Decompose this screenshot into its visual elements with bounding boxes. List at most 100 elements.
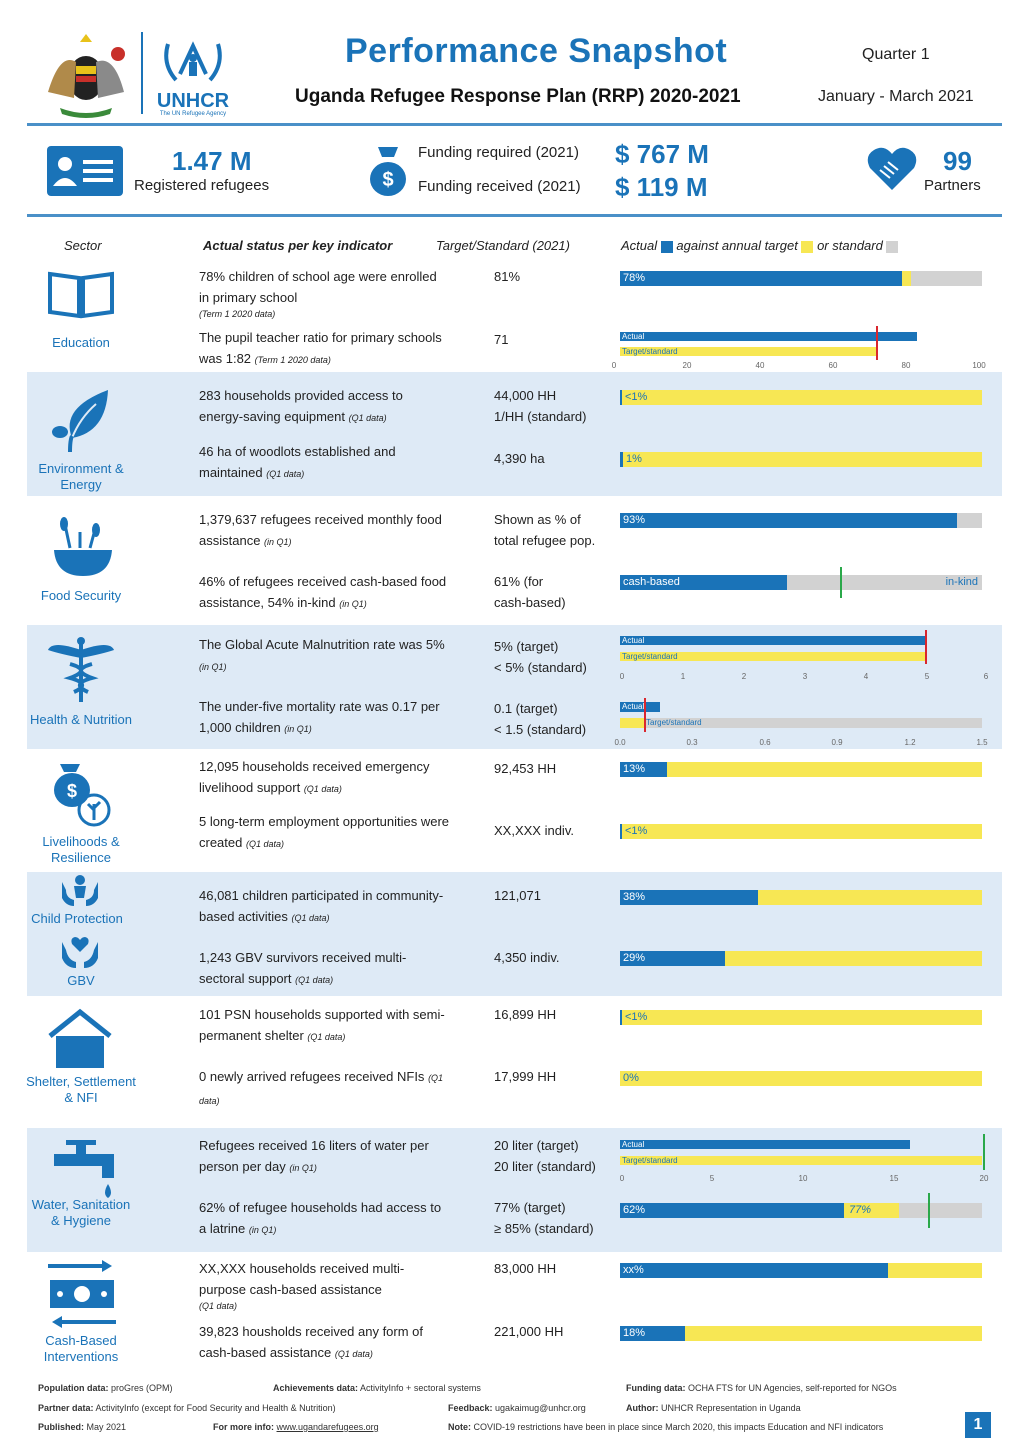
indicator-note: (Term 1 2020 data) — [254, 355, 331, 365]
bar-target — [620, 347, 878, 356]
footer-value: UNHCR Representation in Uganda — [661, 1403, 801, 1413]
indicator-note: (Q1 data) — [295, 975, 334, 985]
money-plant-icon: $ — [50, 760, 112, 828]
indicator-note: (in Q1) — [289, 1163, 317, 1173]
indicator-cash1: XX,XXX households received multi-purpose… — [199, 1258, 449, 1312]
footer-value: ActivityInfo (except for Food Security a… — [95, 1403, 336, 1413]
sector-gbv: GBV — [67, 973, 95, 988]
page-title: Performance Snapshot — [345, 32, 728, 70]
indicator-note: (Q1 data) — [246, 839, 285, 849]
target-label: Target/standard — [622, 1156, 678, 1165]
target-label: Target/standard — [646, 718, 702, 727]
indicator-food1: 1,379,637 refugees received monthly food… — [199, 509, 449, 553]
refugees-value: 1.47 M — [172, 146, 252, 176]
sector-food: Food Security — [40, 588, 122, 603]
bar-label: <1% — [625, 1011, 648, 1023]
indicator-text: 46 ha of woodlots established and mainta… — [199, 444, 396, 480]
indicator-text: 283 households provided access to energy… — [199, 388, 403, 424]
partners-value: 99 — [943, 146, 972, 176]
caduceus-icon — [46, 636, 116, 706]
bar-fill-actual — [620, 513, 957, 528]
target-label: Target/standard — [622, 347, 678, 356]
target-liv1: 92,453 HH — [494, 761, 557, 776]
sector-cash: Cash-Based Interventions — [43, 1333, 119, 1364]
indicator-text: 39,823 housholds received any form of ca… — [199, 1324, 424, 1360]
standard-marker — [928, 1193, 930, 1228]
bar-fill-actual — [620, 824, 622, 839]
legend-standard-label: or standard — [817, 238, 883, 253]
axis-tick: 1 — [680, 672, 686, 681]
target-line1: 20 liter (target) — [494, 1138, 579, 1153]
svg-text:$: $ — [382, 169, 393, 191]
bar-fill-actual — [620, 452, 623, 467]
bar-fill-actual — [620, 1203, 845, 1218]
target-cash1: 83,000 HH — [494, 1261, 557, 1276]
inkind-label: in-kind — [945, 576, 978, 588]
target-marker — [876, 326, 878, 360]
indicator-edu2: The pupil teacher ratio for primary scho… — [199, 327, 449, 371]
book-icon — [46, 268, 116, 320]
target-line2: cash-based) — [494, 595, 566, 610]
more-info-link[interactable]: www.ugandarefugees.org — [276, 1422, 379, 1432]
indicator-note: (Q1 data) — [291, 913, 330, 923]
axis-tick: 0 — [619, 1174, 625, 1183]
header-rule — [27, 123, 1002, 126]
target-marker — [644, 698, 646, 732]
target-health2: 0.1 (target) < 1.5 (standard) — [494, 698, 614, 740]
target-sh2: 17,999 HH — [494, 1069, 557, 1084]
indicator-text: 78% children of school age were enrolled… — [199, 269, 437, 305]
actual-label: Actual — [622, 332, 645, 341]
bar-actual — [620, 702, 660, 712]
legend-target-swatch — [801, 240, 814, 253]
axis-tick: 20 — [979, 1174, 989, 1183]
axis-tick: 5 — [924, 672, 930, 681]
footer-partner: Partner data: ActivityInfo (except for F… — [38, 1403, 336, 1413]
cash-transfer-icon — [46, 1258, 118, 1330]
bar-cp1: 38% — [620, 890, 982, 905]
bar-edu1: 78% — [620, 271, 982, 286]
axis-tick: 1.2 — [904, 738, 916, 747]
footer-value: OCHA FTS for UN Agencies, self-reported … — [688, 1383, 897, 1393]
bar-fill-actual — [620, 951, 725, 966]
unhcr-wordmark: UNHCR — [156, 90, 230, 112]
feedback-email[interactable]: ugakaimug@unhcr.org — [495, 1403, 586, 1413]
target-bar-label: 77% — [849, 1204, 872, 1216]
target-line1: 77% (target) — [494, 1200, 566, 1215]
footer-label: Feedback: — [448, 1403, 493, 1413]
target-marker — [925, 630, 927, 664]
bar-sh2: 0% — [620, 1071, 982, 1086]
indicator-text: 0 newly arrived refugees received NFIs — [199, 1069, 425, 1084]
indicator-text: 1,379,637 refugees received monthly food… — [199, 512, 442, 548]
sector-environment: Environment & Energy — [38, 461, 124, 492]
sector-shelter: Shelter, Settlement & NFI — [26, 1074, 136, 1105]
indicator-sh1: 101 PSN households supported with semi-p… — [199, 1004, 449, 1048]
actual-label: Actual — [622, 636, 645, 645]
sector-wash: Water, Sanitation & Hygiene — [31, 1197, 131, 1228]
footer-value: COVID-19 restrictions have been in place… — [473, 1422, 884, 1432]
bar-label: 0% — [623, 1072, 639, 1084]
footer-label: Achievements data: — [273, 1383, 359, 1393]
bar-target — [620, 652, 925, 661]
header-sector: Sector — [64, 238, 102, 253]
bar-label: xx% — [623, 1264, 644, 1276]
page-number: 1 — [965, 1412, 991, 1438]
indicator-note: (Q1 data) — [334, 1349, 373, 1359]
indicator-note: (Q1 data) — [199, 1073, 444, 1106]
footer-label: Population data: — [38, 1383, 109, 1393]
unhcr-emblem-icon — [164, 41, 222, 82]
target-cash2: 221,000 HH — [494, 1324, 564, 1339]
bar-cash1: xx% — [620, 1263, 982, 1278]
actual-label: Actual — [622, 702, 644, 711]
handshake-icon — [866, 144, 918, 194]
bar-label: 93% — [623, 514, 646, 526]
mini-chart-edu2: Actual Target/standard 0 20 40 60 80 100 — [612, 326, 986, 370]
axis-tick: 1.5 — [976, 738, 988, 747]
footer-value: proGres (OPM) — [111, 1383, 173, 1393]
food-bowl-icon — [50, 514, 116, 580]
sector-livelihoods: Livelihoods & Resilience — [42, 834, 120, 865]
axis-tick: 5 — [709, 1174, 715, 1183]
bar-fill-actual — [620, 271, 903, 286]
indicator-text: 46,081 children participated in communit… — [199, 888, 444, 924]
indicator-env2: 46 ha of woodlots established and mainta… — [199, 441, 449, 485]
indicator-note: (Q1 data) — [199, 1301, 238, 1311]
